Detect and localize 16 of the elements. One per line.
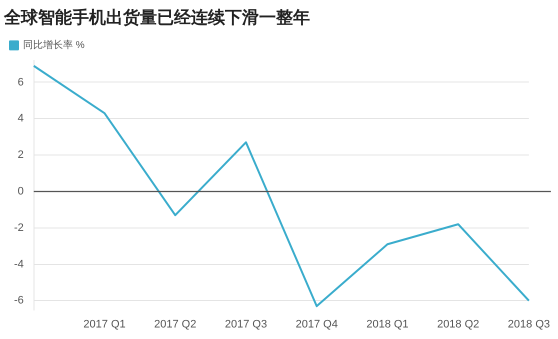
x-tick-label: 2018 Q2 [437, 318, 480, 330]
y-tick-label: 0 [18, 186, 24, 198]
x-tick-label: 2017 Q3 [224, 318, 268, 330]
x-tick-label: 2018 Q3 [508, 318, 550, 330]
y-tick-label: 4 [18, 112, 24, 125]
y-tick-label: -2 [14, 222, 24, 234]
x-tick-label: 2017 Q4 [296, 318, 338, 330]
legend-label: 同比增长率 % [23, 39, 85, 52]
y-tick-label: 2 [18, 149, 24, 162]
y-tick-label: -4 [14, 258, 24, 270]
x-tick-label: 2017 Q2 [154, 318, 196, 330]
x-tick-label: 2018 Q1 [366, 318, 409, 330]
x-tick-label: 2017 Q1 [83, 318, 126, 330]
chart-title: 全球智能手机出货量已经连续下滑一整年 [3, 8, 310, 27]
y-tick-label: 6 [18, 76, 24, 88]
y-tick-label: -6 [14, 294, 24, 307]
